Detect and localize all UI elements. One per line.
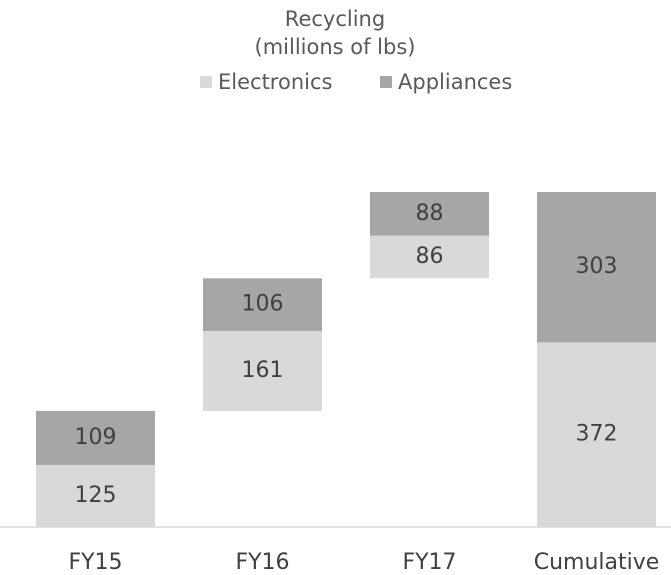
chart-subtitle: (millions of lbs) [255, 35, 416, 59]
bar-segment [36, 464, 155, 527]
bar-segment [537, 192, 656, 343]
chart-title: Recycling [285, 7, 385, 31]
x-tick-label: Cumulative [534, 550, 660, 575]
data-label: 86 [416, 244, 444, 269]
data-label: 88 [416, 201, 444, 226]
data-label: 161 [242, 358, 284, 383]
bar-segment [203, 330, 322, 411]
bar-segment [370, 192, 489, 236]
bar-segment [36, 410, 155, 465]
data-label: 125 [75, 483, 117, 508]
legend-label: Appliances [398, 70, 512, 94]
bar-segment [203, 278, 322, 331]
x-tick-label: FY16 [235, 550, 289, 575]
data-label: 303 [576, 254, 618, 279]
legend-swatch [200, 76, 212, 88]
data-label: 372 [576, 422, 618, 447]
x-tick-label: FY17 [402, 550, 456, 575]
bar-segment [370, 235, 489, 279]
legend-swatch [380, 76, 392, 88]
x-tick-label: FY15 [68, 550, 122, 575]
legend-label: Electronics [218, 70, 332, 94]
data-label: 106 [242, 292, 284, 317]
bar-segment [537, 342, 656, 527]
data-label: 109 [75, 425, 117, 450]
